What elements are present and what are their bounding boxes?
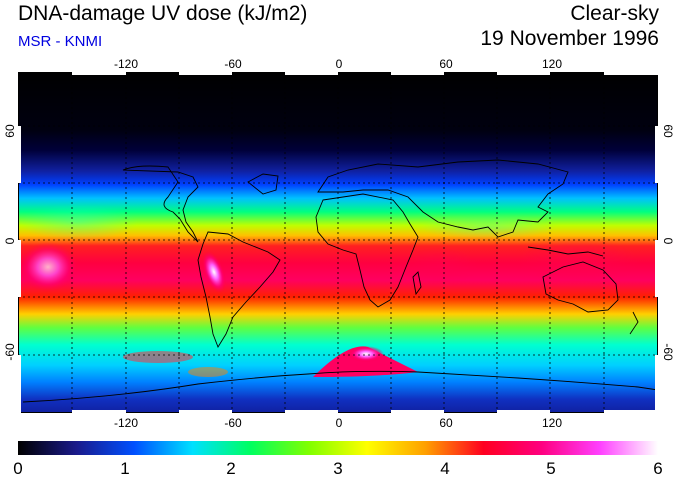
colorbar-label: 1 xyxy=(120,459,130,478)
map-date: 19 November 1996 xyxy=(480,27,659,50)
uv-dose-map xyxy=(18,72,658,413)
graticule xyxy=(18,72,658,413)
lon-tick-bottom: 60 xyxy=(439,416,453,430)
indonesia-outline xyxy=(527,246,604,257)
lat-tick-left: -60 xyxy=(3,343,17,361)
africa-outline xyxy=(315,193,419,308)
colorbar-label: 5 xyxy=(546,459,556,478)
colorbar-label: 4 xyxy=(440,459,450,478)
australia-outline xyxy=(542,261,619,313)
new-zealand-outline xyxy=(629,311,639,335)
colorbar xyxy=(18,441,658,455)
map-title: DNA-damage UV dose (kJ/m2) xyxy=(18,2,308,25)
sky-condition: Clear-sky xyxy=(570,2,659,25)
uv-patch xyxy=(18,242,78,292)
lon-tick-top: -60 xyxy=(224,57,242,71)
greenland-outline xyxy=(247,173,279,195)
lon-tick-bottom: 0 xyxy=(335,416,343,430)
uv-patch xyxy=(188,367,228,377)
south-america-outline xyxy=(197,231,281,349)
lon-tick-top: 60 xyxy=(439,57,453,71)
north-america-outline xyxy=(122,165,199,243)
uv-patch xyxy=(518,237,638,287)
lon-tick-top: -120 xyxy=(113,57,139,71)
lon-tick-top: 0 xyxy=(335,57,343,71)
uv-patch xyxy=(18,204,138,240)
lat-tick-right: 0 xyxy=(661,237,675,245)
lon-tick-bottom: 120 xyxy=(541,416,563,430)
lat-tick-right: -60 xyxy=(661,343,675,361)
lon-tick-top: 120 xyxy=(541,57,563,71)
uv-hotspot-antarctic-core xyxy=(348,346,384,362)
lat-tick-right: 60 xyxy=(661,124,675,138)
colorbar-label: 6 xyxy=(653,459,663,478)
lat-tick-left: 0 xyxy=(3,237,17,245)
europe-asia-outline xyxy=(317,159,569,238)
uv-patch xyxy=(398,247,478,287)
map-frame xyxy=(18,72,658,413)
lon-tick-bottom: -120 xyxy=(113,416,139,430)
antarctica-outline xyxy=(22,370,658,403)
data-source: MSR - KNMI xyxy=(18,33,103,50)
colorbar-label: 0 xyxy=(13,459,23,478)
colorbar-label: 3 xyxy=(333,459,343,478)
colorbar-label: 2 xyxy=(226,459,236,478)
uv-hotspot-andes xyxy=(201,251,227,293)
lat-tick-left: 60 xyxy=(3,124,17,138)
uv-patch xyxy=(123,351,193,363)
madagascar-outline xyxy=(412,271,422,296)
lon-tick-bottom: -60 xyxy=(224,416,242,430)
